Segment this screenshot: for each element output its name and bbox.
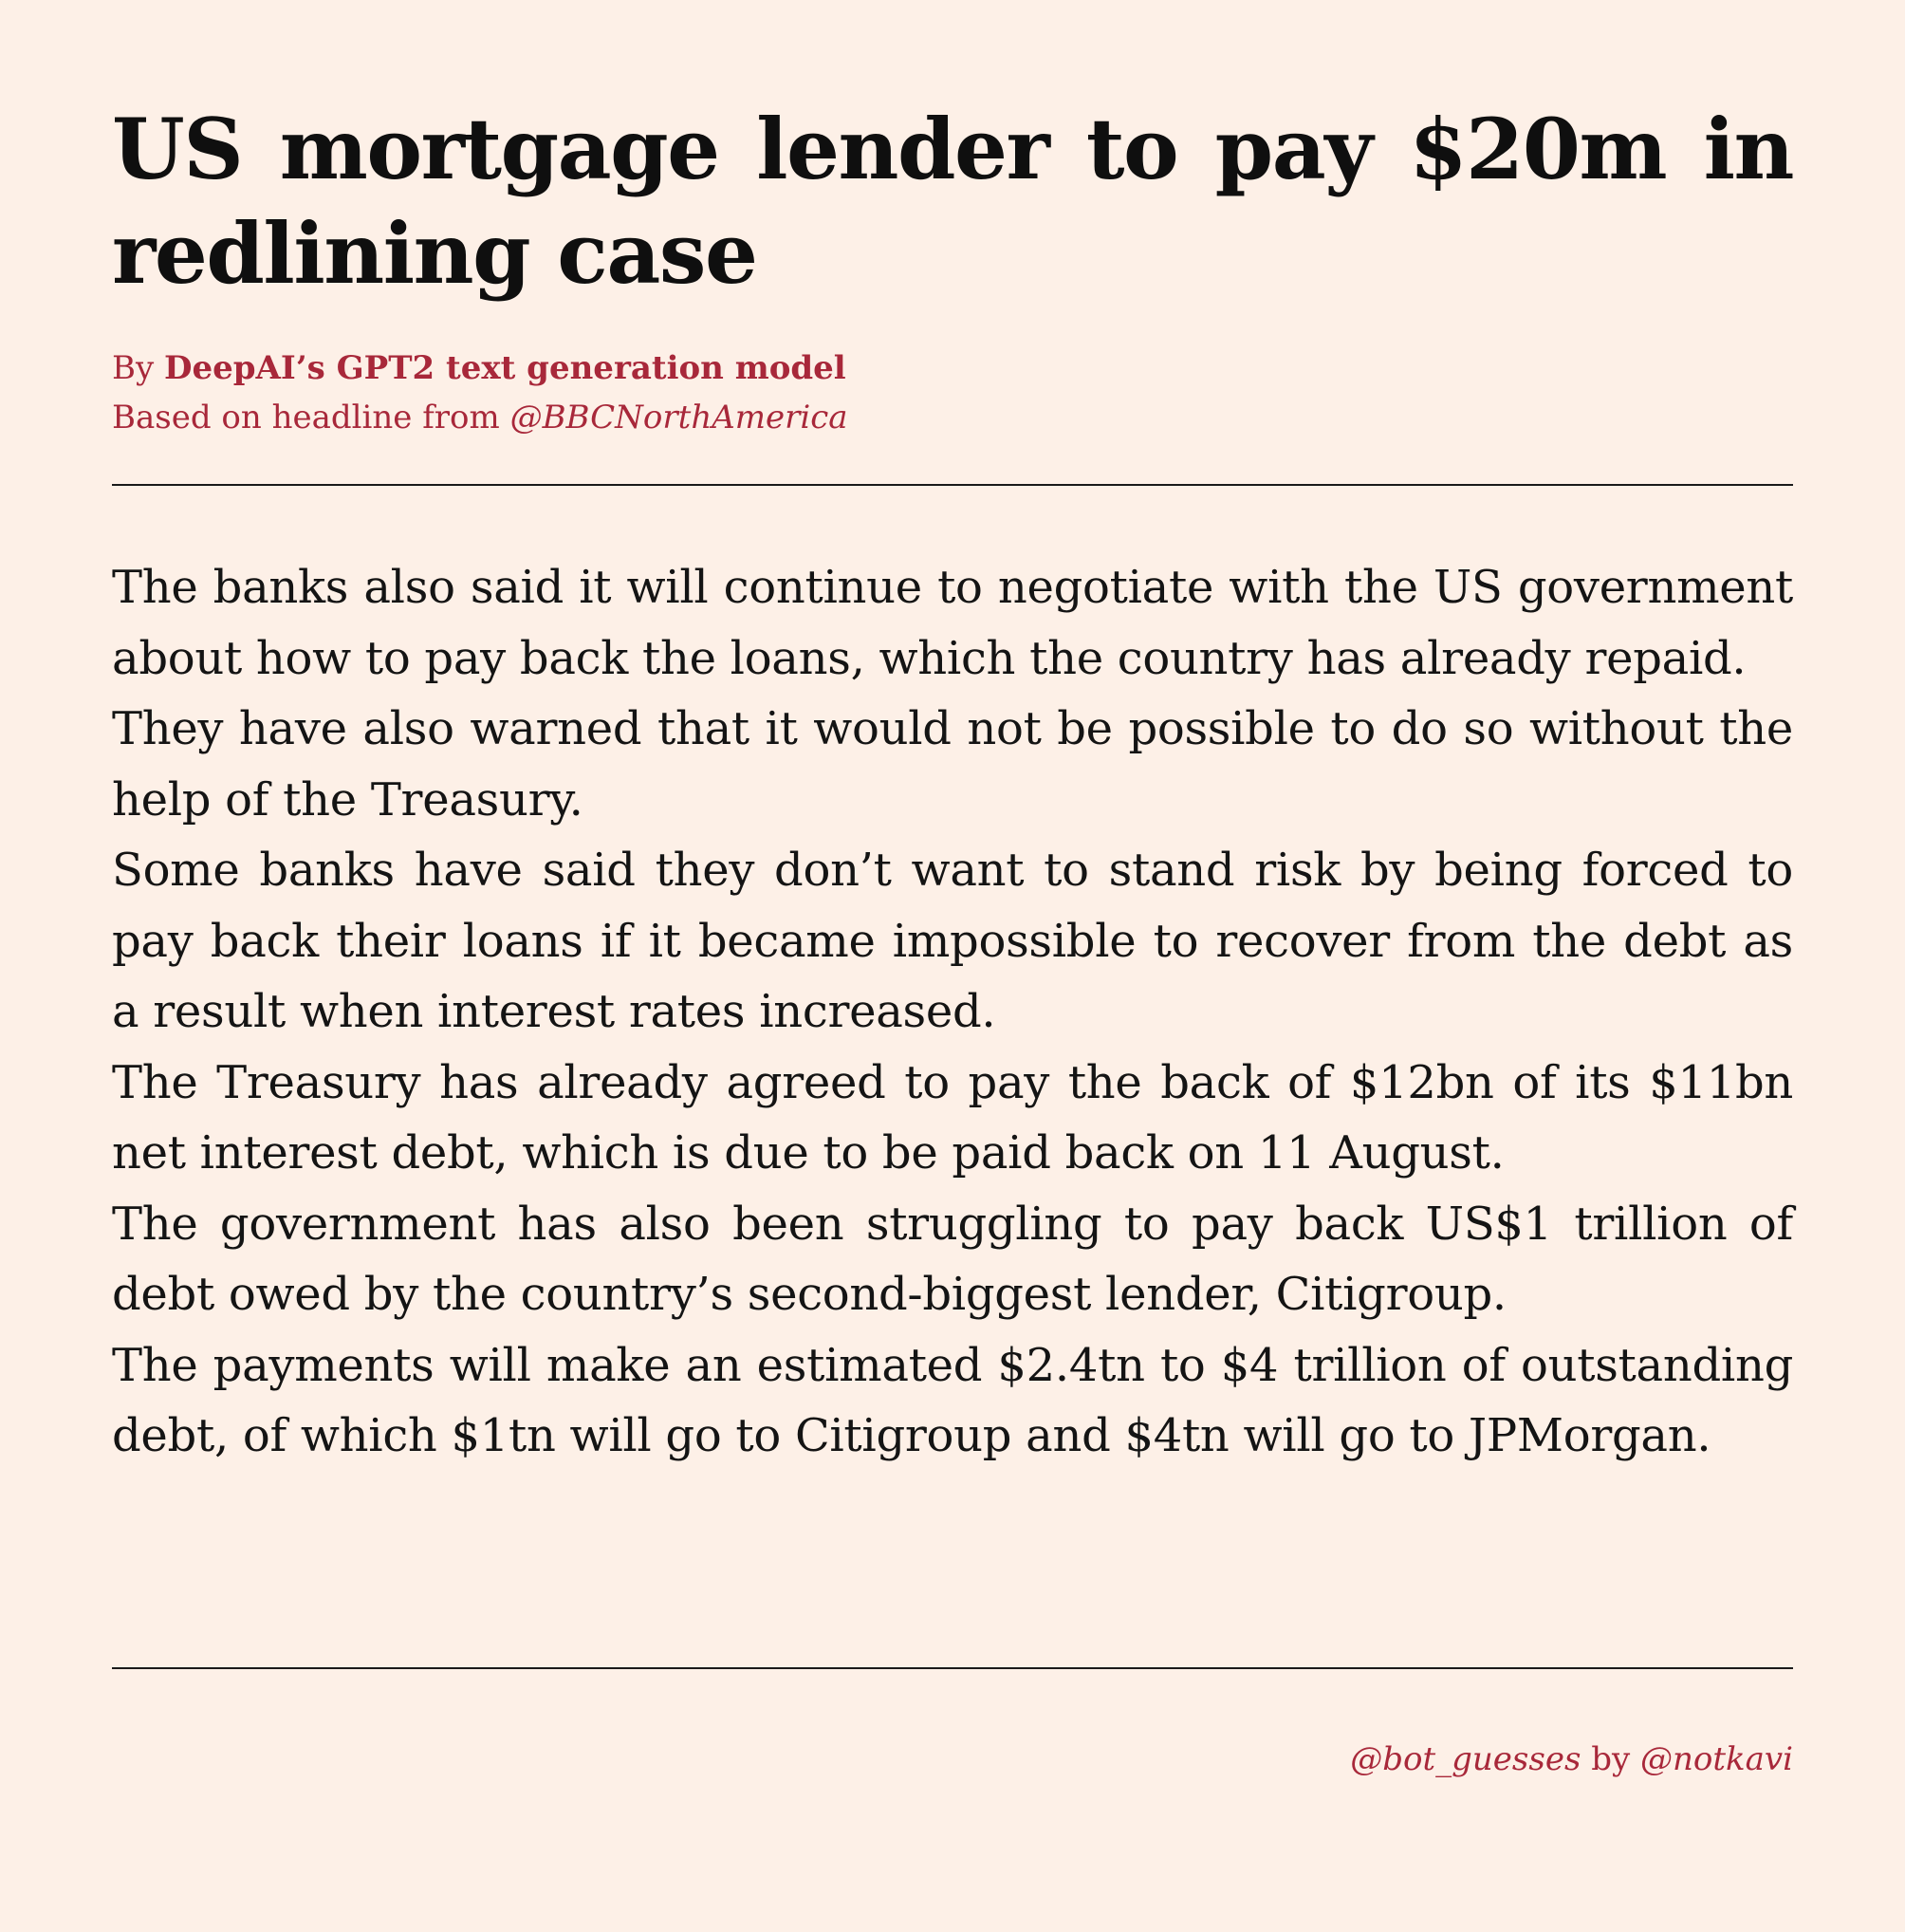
byline-author: DeepAI’s GPT2 text generation model	[164, 349, 846, 387]
article-body: The banks also said it will continue to …	[112, 552, 1793, 1472]
article-paragraph: They have also warned that it would not …	[112, 702, 1793, 827]
article-paragraph: Some banks have said they don’t want to …	[112, 844, 1793, 1038]
footer-by: by	[1581, 1740, 1640, 1778]
headline: US mortgage lender to pay $20m in redlin…	[112, 100, 1795, 303]
byline-author-line: By DeepAI’s GPT2 text generation model	[112, 344, 1793, 393]
byline-source-handle[interactable]: @BBCNorthAmerica	[509, 399, 848, 437]
footer-account-handle[interactable]: @bot_guesses	[1350, 1740, 1581, 1778]
footer-credit: @bot_guesses by @notkavi	[1350, 1738, 1793, 1780]
byline-prefix: By	[112, 349, 165, 387]
top-divider	[112, 484, 1793, 486]
bottom-divider	[112, 1667, 1793, 1669]
article-paragraph: The payments will make an estimated $2.4…	[112, 1338, 1793, 1463]
byline-source-line: Based on headline from @BBCNorthAmerica	[112, 393, 1793, 442]
article-paragraph: The Treasury has already agreed to pay t…	[112, 1055, 1793, 1180]
article-paragraph: The government has also been struggling …	[112, 1197, 1793, 1322]
byline-based-on: Based on headline from	[112, 399, 510, 437]
article-paragraph: The banks also said it will continue to …	[112, 561, 1793, 685]
byline: By DeepAI’s GPT2 text generation model B…	[112, 344, 1793, 442]
footer-author-handle[interactable]: @notkavi	[1640, 1740, 1793, 1778]
